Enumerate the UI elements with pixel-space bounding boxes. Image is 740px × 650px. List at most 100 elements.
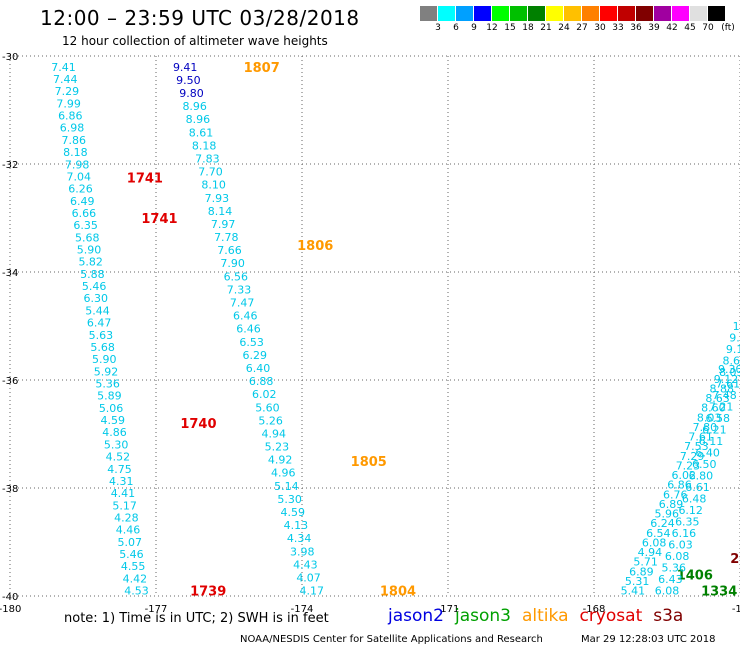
wave-height-value: 4.28	[114, 512, 139, 525]
wave-height-value: 6.29	[243, 349, 268, 362]
pass-time-label: 1741	[141, 212, 177, 227]
wave-height-value: 6.86	[667, 479, 692, 492]
wave-height-value: 9.80	[729, 332, 740, 345]
wave-height-value: 9.41	[173, 61, 198, 74]
wave-height-value: 5.96	[655, 508, 680, 521]
wave-height-value: 4.42	[123, 572, 148, 585]
wave-height-value: 8.03	[697, 411, 722, 424]
pass-time-label: 1740	[180, 417, 216, 432]
page-title: 12:00 – 23:59 UTC 03/28/2018	[40, 6, 360, 30]
wave-height-value: 7.44	[53, 73, 78, 86]
wave-height-value: 6.56	[224, 270, 249, 283]
wave-height-value: 6.02	[252, 388, 277, 401]
wave-height-value: 7.04	[67, 170, 92, 183]
wave-height-value: 9.12	[726, 343, 740, 356]
footnote: note: 1) Time is in UTC; 2) SWH is in fe…	[64, 611, 329, 626]
legend-label: 42	[666, 23, 678, 33]
wave-height-value: 5.68	[90, 341, 115, 354]
wave-height-value: 7.61	[716, 378, 740, 391]
longitude-tick-label: -168	[583, 604, 606, 615]
wave-height-value: 5.30	[277, 493, 302, 506]
latitude-tick-label: -40	[2, 592, 18, 603]
wave-height-value: 6.35	[73, 219, 98, 232]
legend-label: 30	[594, 23, 606, 33]
wave-height-value: 4.86	[102, 426, 127, 439]
wave-height-value: 4.59	[101, 414, 126, 427]
legend-label: 70	[702, 23, 714, 33]
wave-height-value: 5.82	[78, 256, 103, 269]
legend-label: 12	[486, 23, 498, 33]
wave-height-value: 5.17	[112, 499, 137, 512]
longitude-tick-label: -177	[145, 604, 168, 615]
wave-height-value: 5.92	[94, 365, 119, 378]
pass-time-label: 1804	[380, 585, 416, 600]
longitude-tick-label: -16	[732, 604, 740, 615]
wave-height-value: 5.26	[258, 414, 283, 427]
wave-height-value: 5.41	[621, 585, 646, 598]
latitude-tick-label: -36	[2, 376, 18, 387]
wave-height-value: 8.03	[719, 366, 740, 379]
wave-height-value: 6.43	[658, 573, 683, 586]
wave-height-value: 4.43	[293, 558, 318, 571]
wave-height-value: 6.46	[236, 323, 261, 336]
wave-height-value: 5.71	[633, 556, 658, 569]
wave-height-value: 7.29	[55, 85, 80, 98]
wave-height-value: 6.86	[58, 110, 83, 123]
wave-height-value: 6.08	[655, 585, 680, 598]
legend-label: 6	[453, 23, 459, 33]
legend-swatch	[546, 6, 564, 21]
wave-height-value: 6.88	[249, 375, 274, 388]
wave-height-value: 7.29	[680, 450, 705, 463]
legend-label: 27	[576, 23, 588, 33]
satellite-key: jason2 jason3 altika cryosat s3a	[388, 606, 694, 626]
wave-height-value: 8.10	[201, 179, 226, 192]
wave-height-value: 7.66	[217, 244, 242, 257]
wave-height-value: 5.23	[265, 441, 290, 454]
wave-height-value: 7.41	[51, 61, 76, 74]
wave-height-value: 4.31	[109, 475, 134, 488]
legend-label: 15	[504, 23, 516, 33]
wave-height-value: 4.13	[284, 519, 309, 532]
legend-label: 36	[630, 23, 642, 33]
longitude-tick-label: -174	[291, 604, 314, 615]
wave-height-value: 8.88	[710, 382, 735, 395]
wave-height-value: 6.89	[629, 565, 654, 578]
legend-swatch	[456, 6, 474, 21]
wave-height-value: 4.96	[271, 467, 296, 480]
legend-label: 18	[522, 23, 534, 33]
wave-height-value: 6.58	[706, 412, 731, 425]
pass-time-label: 1334	[701, 585, 737, 600]
latitude-tick-label: -34	[2, 268, 18, 279]
pass-time-label: 1741	[127, 172, 163, 187]
wave-height-value: 6.89	[659, 498, 684, 511]
legend-swatch	[564, 6, 582, 21]
wave-height-value: 5.07	[117, 536, 142, 549]
wave-height-value: 5.14	[274, 480, 299, 493]
legend-swatch	[690, 6, 708, 21]
longitude-tick-label: -180	[0, 604, 21, 615]
wave-height-value: 8.69	[722, 355, 740, 368]
wave-height-value: 6.08	[665, 550, 690, 563]
pass-time-label: 2037	[730, 552, 740, 567]
wave-height-value: 7.61	[688, 431, 713, 444]
legend-swatch	[474, 6, 492, 21]
satellite-key-jason2: jason2	[388, 606, 444, 626]
satellite-key-jason3: jason3	[455, 606, 511, 626]
wave-height-value: 4.94	[262, 427, 287, 440]
wave-height-value: 7.70	[198, 166, 223, 179]
wave-height-value: 4.07	[296, 572, 321, 585]
wave-height-value: 5.44	[85, 304, 110, 317]
wave-height-value: 4.55	[121, 560, 146, 573]
latitude-tick-label: -32	[2, 160, 18, 171]
wave-height-value: 10.5	[733, 320, 740, 333]
wave-height-value: 8.14	[208, 205, 233, 218]
wave-height-value: 6.47	[87, 317, 112, 330]
wave-height-value: 9.50	[176, 74, 201, 87]
wave-height-value: 6.16	[672, 527, 697, 540]
wave-height-value: 7.21	[709, 401, 734, 414]
wave-height-value: 5.90	[92, 353, 117, 366]
wave-height-value: 7.86	[61, 134, 86, 147]
wave-height-value: 5.46	[119, 548, 144, 561]
wave-height-value: 4.94	[638, 546, 663, 559]
wave-height-value: 6.30	[84, 292, 109, 305]
